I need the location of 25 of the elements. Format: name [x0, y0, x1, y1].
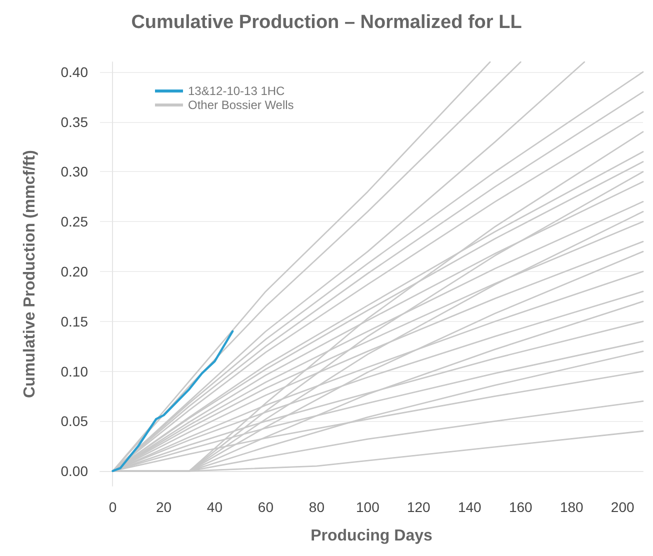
x-axis-title: Producing Days [310, 528, 432, 544]
x-tick-label: 180 [560, 499, 584, 515]
y-tick-label: 0.05 [60, 413, 88, 430]
y-axis-title: Cumulative Production (mmcf/ft) [22, 150, 38, 398]
legend-label: 13&12-10-13 1HC [188, 84, 286, 98]
x-tick-label: 80 [308, 499, 325, 515]
x-tick-label: 100 [356, 499, 380, 515]
legend-label: Other Bossier Wells [188, 98, 294, 112]
y-tick-label: 0.30 [60, 164, 88, 180]
x-tick-label: 140 [458, 499, 482, 515]
y-tick-label: 0.00 [60, 463, 88, 480]
y-tick-label: 0.25 [60, 214, 88, 230]
x-tick-label: 20 [156, 499, 172, 515]
x-tick-label: 120 [406, 499, 431, 515]
y-tick-label: 0.10 [60, 363, 88, 380]
x-tick-label: 60 [258, 499, 274, 515]
y-tick-label: 0.40 [60, 64, 88, 80]
chart-title: Cumulative Production – Normalized for LL [131, 12, 522, 33]
y-tick-label: 0.20 [60, 264, 88, 280]
x-tick-label: 160 [508, 499, 533, 515]
x-tick-label: 200 [610, 499, 634, 515]
y-tick-label: 0.15 [60, 313, 88, 330]
x-tick-label: 0 [108, 499, 117, 515]
x-tick-label: 40 [206, 499, 223, 515]
y-tick-label: 0.35 [60, 114, 88, 130]
